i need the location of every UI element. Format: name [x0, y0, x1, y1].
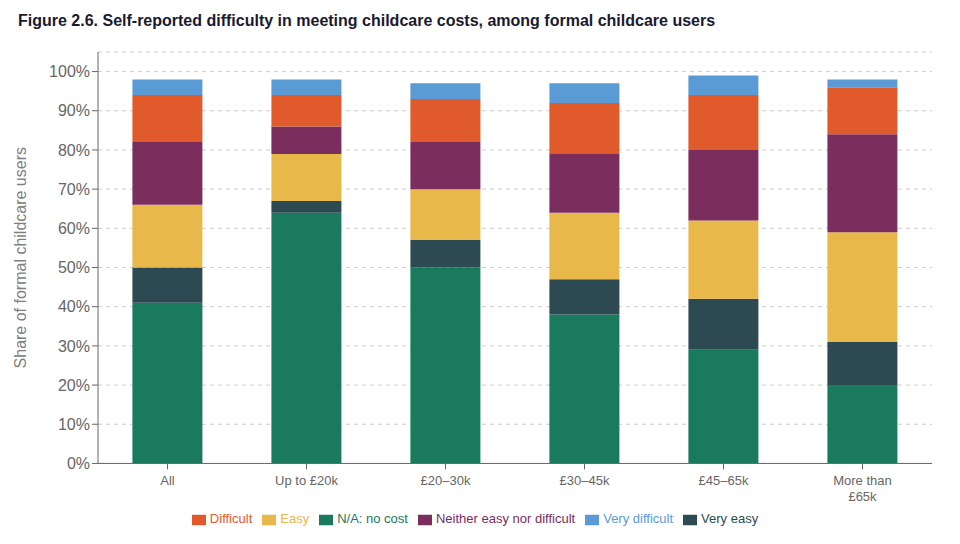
svg-text:100%: 100% — [49, 63, 90, 80]
html-text:Figure 2.6. Self-reported diff: Figure 2.6. Self-reported difficulty in … — [18, 12, 716, 29]
svg-text:More than£65k: More than£65k — [833, 473, 892, 504]
svg-text:20%: 20% — [58, 377, 90, 394]
svg-text:£20–30k: £20–30k — [421, 473, 471, 488]
html-text:Difficult: Difficult — [209, 511, 253, 527]
html-text:Very difficult: Very difficult — [603, 511, 673, 527]
svg-text:0%: 0% — [67, 455, 90, 472]
svg-text:50%: 50% — [58, 259, 90, 276]
html-text:Neither easy nor difficult: Neither easy nor difficult — [436, 511, 576, 527]
html-text:N/A: no cost: N/A: no cost — [337, 511, 408, 527]
svg-text:Up to £20k: Up to £20k — [275, 473, 338, 488]
svg-text:60%: 60% — [58, 220, 90, 237]
html-text:Very easy: Very easy — [701, 511, 759, 527]
svg-text:10%: 10% — [58, 416, 90, 433]
svg-text:70%: 70% — [58, 181, 90, 198]
svg-text:30%: 30% — [58, 338, 90, 355]
svg-text:80%: 80% — [58, 142, 90, 159]
svg-text:90%: 90% — [58, 102, 90, 119]
svg-text:£30–45k: £30–45k — [560, 473, 610, 488]
svg-text:£45–65k: £45–65k — [699, 473, 749, 488]
svg-text:Share of formal childcare user: Share of formal childcare users — [12, 147, 29, 368]
svg-text:All: All — [160, 473, 175, 488]
html-text:Easy: Easy — [280, 511, 310, 527]
svg-text:40%: 40% — [58, 298, 90, 315]
